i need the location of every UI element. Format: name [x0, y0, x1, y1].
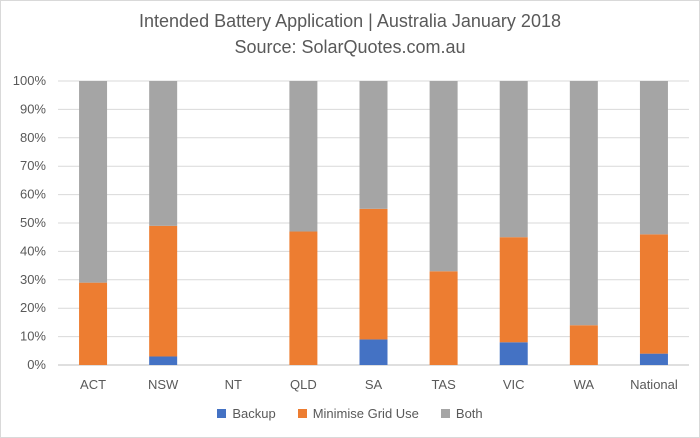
y-tick-label: 60% [20, 187, 46, 202]
bar-minimise-grid-use-nsw [149, 225, 178, 357]
bar-both-tas [429, 81, 458, 272]
plot-area: 0% 10% 20% 30% 40% 50% 60% 70% 80% 90% 100% ACT NSW… [13, 73, 689, 392]
y-tick-label: 70% [20, 158, 46, 173]
y-tick-label: 100% [13, 73, 47, 88]
y-tick-label: 30% [20, 272, 46, 287]
x-tick-label: NT [225, 377, 242, 392]
y-tick-label: 40% [20, 243, 46, 258]
legend-swatch-backup [217, 409, 227, 418]
x-tick-label: SA [365, 377, 383, 392]
bar-minimise-grid-use-national [639, 234, 668, 354]
bar-minimise-grid-use-qld [289, 231, 318, 365]
bar-both-act [79, 81, 108, 283]
y-tick-label: 10% [20, 329, 46, 344]
y-tick-label: 0% [27, 357, 46, 372]
bar-backup-nsw [149, 356, 178, 365]
bar-backup-national [639, 353, 668, 365]
bar-minimise-grid-use-sa [359, 208, 388, 340]
legend: Backup Minimise Grid Use Both [1, 406, 699, 421]
bar-minimise-grid-use-wa [569, 325, 598, 365]
legend-item-both: Both [440, 406, 483, 421]
y-tick-label: 50% [20, 215, 46, 230]
bar-both-national [639, 81, 668, 235]
bar-minimise-grid-use-vic [499, 237, 528, 343]
bar-both-vic [499, 81, 528, 238]
bar-both-wa [569, 81, 598, 326]
legend-label-minimise-grid-use: Minimise Grid Use [312, 406, 419, 421]
bar-minimise-grid-use-tas [429, 271, 458, 365]
bar-both-qld [289, 81, 318, 232]
x-tick-label: NSW [148, 377, 179, 392]
chart-subtitle: Source: SolarQuotes.com.au [234, 37, 466, 57]
bar-minimise-grid-use-act [79, 282, 108, 365]
y-tick-label: 20% [20, 300, 46, 315]
legend-swatch-minimise-grid-use [297, 409, 307, 418]
bar-backup-sa [359, 339, 388, 365]
legend-label-both: Both [455, 406, 483, 421]
bar-both-nsw [149, 81, 178, 226]
chart-title: Intended Battery Application | Australia… [139, 11, 561, 31]
x-tick-label: VIC [503, 377, 525, 392]
legend-item-minimise-grid-use: Minimise Grid Use [297, 406, 419, 421]
y-tick-label: 90% [20, 101, 46, 116]
x-tick-label: TAS [431, 377, 456, 392]
legend-swatch-both [440, 409, 450, 418]
x-tick-label: ACT [80, 377, 106, 392]
bar-both-sa [359, 81, 388, 209]
legend-item-backup: Backup [217, 406, 276, 421]
y-tick-label: 80% [20, 130, 46, 145]
bar-backup-vic [499, 342, 528, 365]
x-tick-label: National [630, 377, 678, 392]
x-tick-label: QLD [290, 377, 317, 392]
legend-label-backup: Backup [232, 406, 276, 421]
x-tick-label: WA [574, 377, 595, 392]
